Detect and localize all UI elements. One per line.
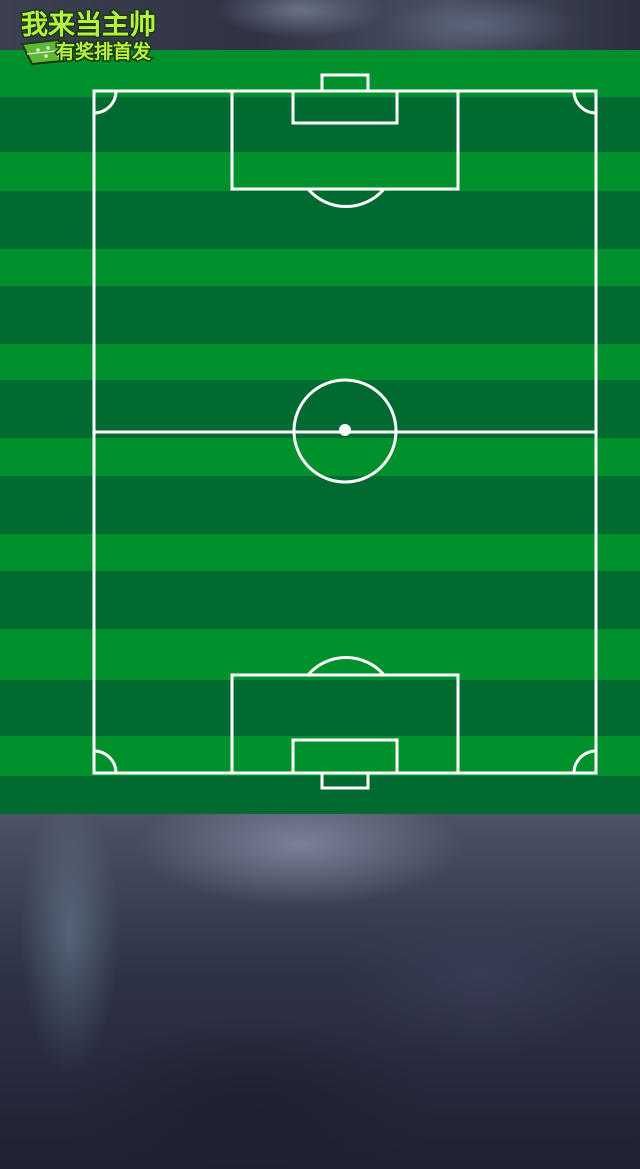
grass-stripe: [0, 776, 640, 814]
top-goal: [320, 73, 370, 93]
blurred-stadium-background-bottom: [0, 814, 640, 1169]
grass-stripe: [0, 629, 640, 680]
logo-subtitle: 有奖排首发: [56, 40, 152, 63]
corner-arc-bottom-right: [572, 749, 597, 774]
top-penalty-arc: [306, 188, 386, 208]
football-pitch: [0, 50, 640, 814]
center-spot: [339, 424, 351, 436]
game-logo: 我来当主帅 有奖排首发: [20, 9, 158, 66]
pitch-markings: [92, 73, 598, 790]
grass-stripe: [0, 380, 640, 438]
corner-arc-bottom-left: [93, 749, 118, 774]
logo-mini-pitch-icon: [20, 38, 74, 66]
blurred-stadium-background-top: [0, 0, 640, 50]
grass-stripes: [0, 50, 640, 814]
corner-arc-top-right: [572, 90, 597, 115]
grass-stripe: [0, 344, 640, 380]
center-circle: [292, 378, 398, 484]
grass-stripe: [0, 249, 640, 286]
grass-stripe: [0, 152, 640, 191]
grass-stripe: [0, 534, 640, 571]
bottom-penalty-arc: [306, 656, 386, 676]
grass-stripe: [0, 571, 640, 629]
logo-title: 我来当主帅: [21, 10, 156, 41]
grass-stripe: [0, 476, 640, 534]
corner-arc-top-left: [93, 90, 118, 115]
grass-stripe: [0, 736, 640, 776]
grass-stripe: [0, 50, 640, 97]
grass-stripe: [0, 286, 640, 344]
grass-stripe: [0, 680, 640, 736]
grass-stripe: [0, 438, 640, 476]
bottom-goal: [320, 771, 370, 790]
